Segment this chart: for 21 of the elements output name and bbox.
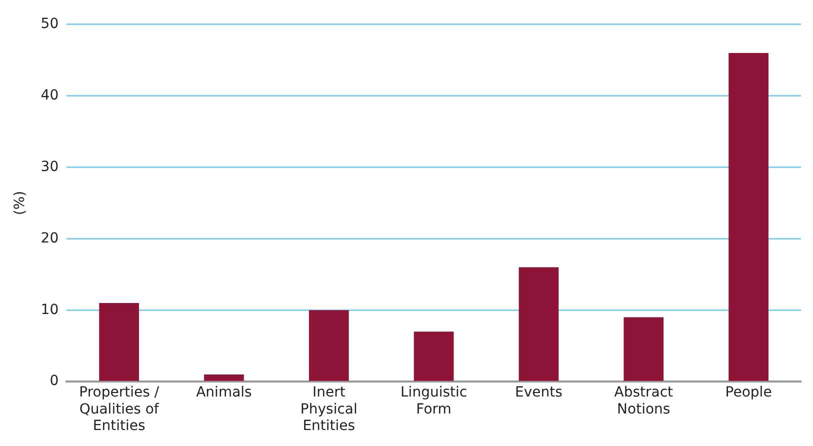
x-tick-label: Events — [515, 384, 562, 401]
y-tick-label: 0 — [50, 373, 59, 390]
y-tick-label: 10 — [40, 302, 59, 318]
bar — [624, 317, 664, 381]
x-tick-label: Animals — [196, 384, 252, 401]
x-tick-label: People — [725, 384, 772, 401]
bar — [414, 332, 454, 381]
x-tick-label: Inert Physical Entities — [300, 384, 358, 434]
y-tick-label: 40 — [40, 87, 59, 104]
bar — [99, 303, 140, 381]
y-tick-label: 20 — [40, 230, 59, 246]
bar — [728, 52, 768, 381]
bar — [204, 374, 244, 381]
y-tick-label: 50 — [40, 16, 59, 32]
y-axis-title: (%) — [12, 190, 28, 216]
bar — [518, 267, 559, 381]
x-tick-label: Abstract Notions — [614, 384, 674, 418]
bar — [308, 310, 349, 381]
y-tick-label: 30 — [40, 158, 59, 175]
x-tick-label: Linguistic Form — [400, 384, 468, 418]
x-tick-label: Properties / Qualities of Entities — [79, 384, 160, 434]
